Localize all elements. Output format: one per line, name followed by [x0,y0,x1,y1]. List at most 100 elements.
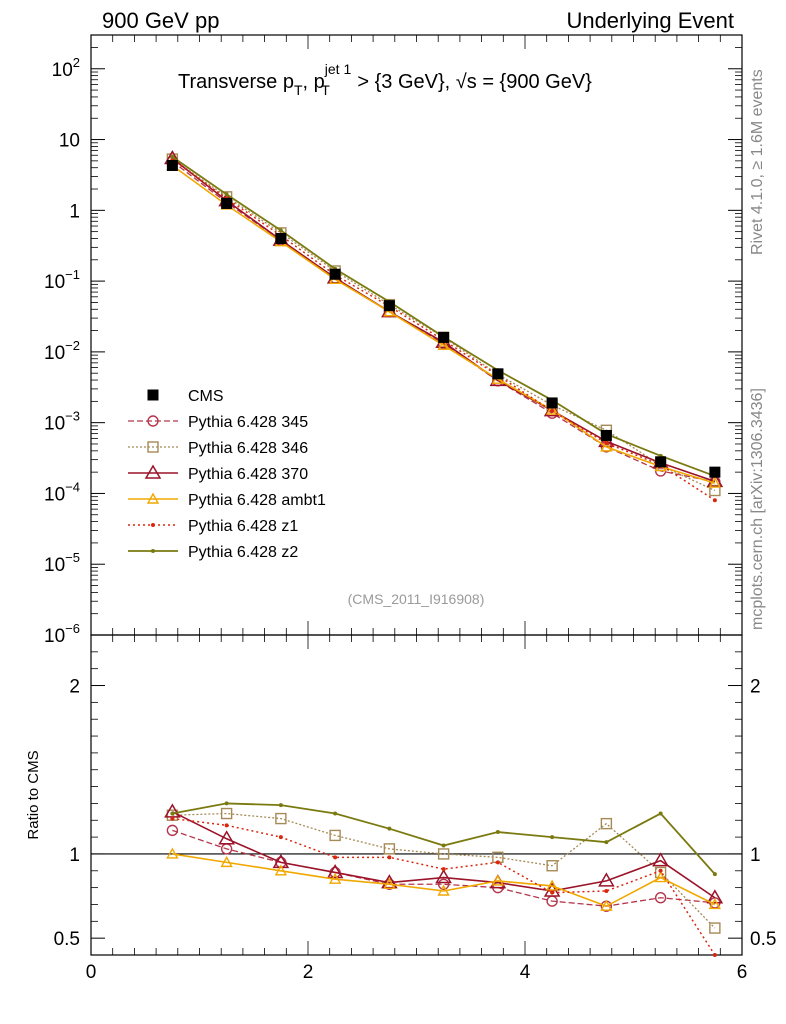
data-point-z2 [170,154,175,159]
ratio-point-z2 [224,801,229,806]
ratio-point-ambt1 [274,864,288,876]
ratio-point-z2 [278,803,283,808]
analysis-watermark: (CMS_2011_I916908) [348,591,485,607]
legend-label-p346: Pythia 6.428 346 [188,440,308,457]
ratio-point-p346 [220,807,233,820]
data-point-cms [329,268,341,280]
ratio-point-p346 [600,817,613,830]
data-point-p346 [709,484,721,497]
upper-tick-label: 1 [69,201,80,222]
upper-tick-label: 10−1 [44,267,80,293]
ratio-series-z2 [170,801,717,877]
ratio-point-z1 [333,855,338,860]
series-line-p370 [171,157,716,483]
data-point-z1 [604,441,609,446]
ratio-point-p370 [598,872,615,887]
upper-tick-label: 10−5 [44,550,80,576]
ratio-ylabel: Ratio to CMS [25,750,42,839]
ratio-point-z1 [712,953,717,957]
x-tick-label: 2 [303,962,314,983]
upper-series-group [164,150,724,503]
ratio-point-z2 [495,830,500,835]
upper-tick-label: 10−2 [44,338,80,364]
ratio-line-p370 [172,811,716,899]
ratio-series-p346 [166,807,721,934]
upper-y-axis: 102 10 1 10−1 10−2 10−3 10−4 10−5 10−6 [44,34,743,647]
ratio-point-z2 [387,826,392,831]
series-p345 [166,155,721,488]
ratio-point-ambt1 [328,872,342,884]
legend-entry-p370: Pythia 6.428 370 [128,464,308,483]
legend-label-ambt1: Pythia 6.428 ambt1 [188,492,326,509]
ratio-point-z2 [170,811,175,816]
data-point-z1 [712,498,717,503]
legend-label-cms: CMS [188,388,224,405]
series-line-ambt1 [171,164,716,484]
ratio-series-z1 [170,816,717,957]
legend-entry-z1: Pythia 6.428 z1 [128,518,298,535]
ratio-point-z1 [604,889,609,893]
series-p370 [164,150,724,488]
ratio-point-z1 [170,816,175,821]
upper-tick-label: 10−4 [44,479,80,505]
data-point-z2 [278,228,283,233]
data-point-cms [600,429,612,441]
ratio-point-p346 [329,829,341,842]
legend-label-p370: Pythia 6.428 370 [188,466,308,483]
data-point-cms [275,232,287,244]
ratio-point-ambt1 [166,847,179,859]
header-left: 900 GeV pp [102,8,219,33]
ratio-point-ambt1 [383,877,396,889]
ratio-point-z2 [441,843,446,848]
ratio-point-p345 [437,878,450,890]
upper-tick-label: 10 [59,131,80,152]
ratio-point-z2 [550,835,555,840]
lower-panel-frame [90,634,743,956]
ratio-line-z2 [172,802,716,875]
ratio-point-p345 [654,892,667,904]
ratio-point-p345 [166,824,179,837]
data-point-z2 [224,192,229,197]
legend-entry-ambt1: Pythia 6.428 ambt1 [128,492,326,509]
data-point-cms [383,300,395,312]
lower-tick-label: 0.5 [54,929,80,950]
ratio-point-p370 [272,853,290,869]
data-point-cms [438,331,450,343]
ratio-point-z2 [658,811,663,816]
ratio-point-p370 [435,869,452,884]
legend-entry-p346: Pythia 6.428 346 [128,440,308,457]
upper-tick-label: 102 [52,55,80,81]
ratio-point-z1 [550,890,555,895]
ratio-point-p346 [709,922,721,934]
lower-tick-label-right: 0.5 [750,929,776,950]
upper-tick-label: 10−6 [44,621,80,647]
lower-tick-label: 1 [69,845,80,866]
ratio-point-p370 [706,889,724,904]
ratio-point-ambt1 [545,879,559,891]
ratio-point-z2 [333,811,338,816]
ratio-point-z1 [441,867,446,872]
legend-entry-z2: Pythia 6.428 z2 [128,544,298,561]
legend-marker-cms [147,389,159,401]
ratio-point-p370 [652,852,669,867]
lower-axes: 0.5 0.5 1 1 2 2 0 2 4 6 [54,634,776,983]
ratio-point-z2 [604,840,609,845]
ratio-point-ambt1 [708,898,722,910]
ratio-point-p370 [218,830,235,845]
data-point-ambt1 [545,403,559,415]
legend-label-p345: Pythia 6.428 345 [188,414,308,431]
x-tick-label: 4 [520,962,531,983]
lower-tick-label: 2 [69,677,80,698]
series-cms [166,159,721,478]
ratio-point-ambt1 [491,874,505,886]
ratio-point-z1 [658,868,663,873]
header-right: Underlying Event [566,8,734,33]
data-point-cms [655,456,667,468]
legend-label-z2: Pythia 6.428 z2 [188,544,298,561]
legend-marker-p346 [147,441,159,453]
data-point-cms [221,197,233,209]
ratio-point-p346 [437,848,450,860]
ratio-point-z1 [278,835,283,840]
